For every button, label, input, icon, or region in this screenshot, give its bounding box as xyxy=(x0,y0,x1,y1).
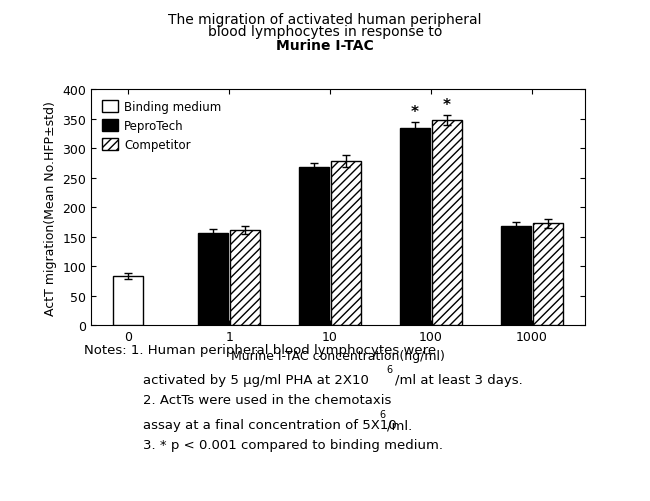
Text: blood lymphocytes in response to: blood lymphocytes in response to xyxy=(208,25,442,39)
Bar xyxy=(331,162,361,326)
Bar xyxy=(400,128,430,326)
Text: /ml.: /ml. xyxy=(387,418,413,431)
Text: assay at a final concentration of 5X10: assay at a final concentration of 5X10 xyxy=(143,418,396,431)
Bar xyxy=(299,168,329,326)
Bar xyxy=(230,231,260,326)
Text: /ml at least 3 days.: /ml at least 3 days. xyxy=(395,373,523,386)
Text: Murine I-TAC: Murine I-TAC xyxy=(276,39,374,53)
Text: 6: 6 xyxy=(379,409,385,419)
Bar xyxy=(500,227,531,326)
Text: 2. ActTs were used in the chemotaxis: 2. ActTs were used in the chemotaxis xyxy=(143,393,391,406)
Text: Notes: 1. Human peripheral blood lymphocytes were: Notes: 1. Human peripheral blood lymphoc… xyxy=(84,343,437,356)
Y-axis label: ActT migration(Mean No.HFP±std): ActT migration(Mean No.HFP±std) xyxy=(44,101,57,315)
X-axis label: Murine I-TAC concentration(ng/ml): Murine I-TAC concentration(ng/ml) xyxy=(231,349,445,362)
Bar xyxy=(114,277,144,326)
Bar xyxy=(432,121,462,326)
Text: *: * xyxy=(443,98,450,113)
Text: 3. * p < 0.001 compared to binding medium.: 3. * p < 0.001 compared to binding mediu… xyxy=(143,438,443,451)
Text: *: * xyxy=(411,105,419,120)
Bar xyxy=(198,233,228,326)
Text: 6: 6 xyxy=(387,364,393,374)
Bar xyxy=(532,224,562,326)
Text: The migration of activated human peripheral: The migration of activated human periphe… xyxy=(168,13,482,27)
Text: activated by 5 μg/ml PHA at 2X10: activated by 5 μg/ml PHA at 2X10 xyxy=(143,373,369,386)
Legend: Binding medium, PeproTech, Competitor: Binding medium, PeproTech, Competitor xyxy=(97,96,226,156)
